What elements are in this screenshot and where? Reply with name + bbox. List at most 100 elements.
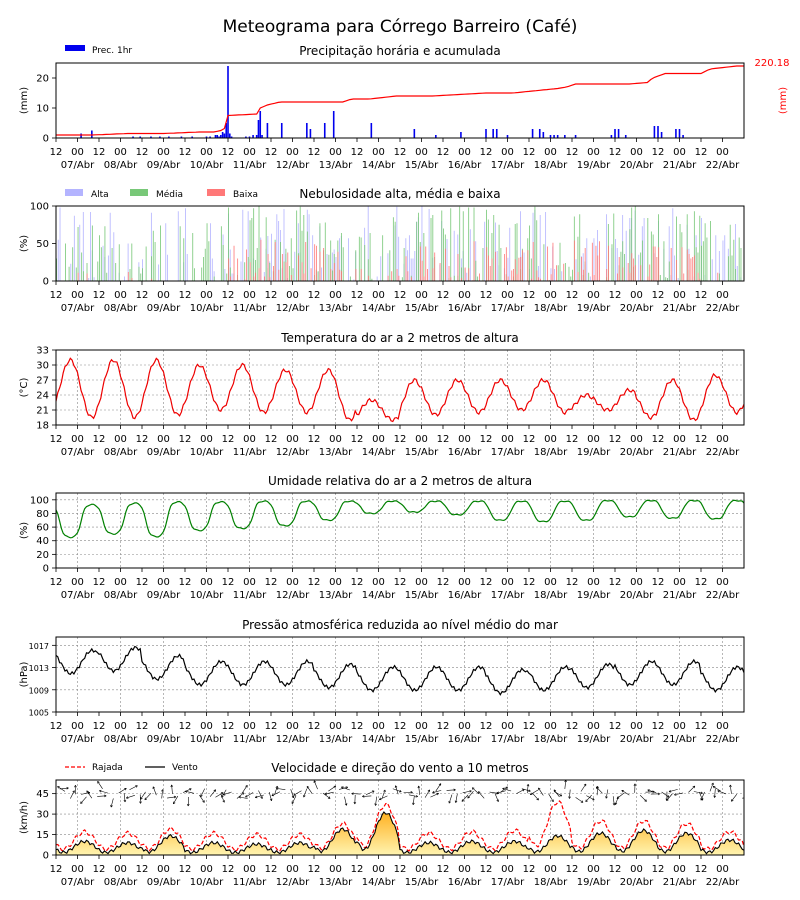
cloud-bar-baixa — [461, 278, 463, 281]
cloud-bar-media — [577, 236, 579, 281]
precip-bar — [617, 129, 620, 138]
cloud-bar-alta — [638, 254, 640, 281]
x-tick-label: 00 — [243, 721, 256, 732]
x-tick-label: 12 — [652, 721, 665, 732]
wind-direction-arrow — [167, 796, 177, 799]
day-label: 20/Abr — [620, 590, 654, 601]
cloud-bar-media — [699, 215, 701, 281]
cloud-bar-media — [306, 231, 308, 281]
cloud-bar-media — [382, 235, 384, 281]
cloud-bar-alta — [561, 271, 563, 281]
wind-direction-arrow — [714, 788, 716, 798]
day-label: 14/Abr — [362, 590, 396, 601]
x-tick-label: 12 — [308, 434, 321, 445]
wind-arrow-head — [327, 796, 331, 799]
x-tick-label: 00 — [630, 864, 643, 875]
x-tick-label: 00 — [716, 147, 729, 158]
wind-arrow-head — [173, 795, 177, 799]
cloud-bar-baixa — [690, 258, 692, 281]
precip-bar — [280, 123, 283, 138]
day-label: 10/Abr — [190, 877, 224, 888]
day-label: 12/Abr — [276, 160, 310, 171]
y-tick-label: 100 — [30, 495, 49, 506]
wind-arrow-head — [66, 786, 69, 790]
x-tick-label: 12 — [93, 147, 106, 158]
cloud-bar-media — [213, 276, 215, 281]
x-tick-label: 12 — [566, 147, 579, 158]
y-tick-label: 18 — [36, 421, 49, 432]
wind-direction-arrow — [586, 795, 595, 801]
cloud-bar-media — [500, 248, 502, 281]
wind-direction-arrow — [242, 785, 248, 793]
x-tick-label: 12 — [437, 434, 450, 445]
cloud-bar-baixa — [487, 255, 489, 281]
day-label: 09/Abr — [147, 590, 181, 601]
x-tick-label: 00 — [114, 147, 127, 158]
x-tick-label: 00 — [157, 434, 170, 445]
wind-direction-arrow — [717, 790, 727, 795]
cloud-bar-media — [299, 206, 301, 281]
cloud-bar-media — [360, 237, 362, 281]
pressure-line — [56, 645, 744, 696]
cloud-bar-media — [735, 269, 737, 281]
cloud-bar-alta — [124, 276, 125, 281]
day-label: 15/Abr — [405, 734, 439, 745]
precip-bar — [682, 135, 684, 138]
x-tick-label: 12 — [566, 290, 579, 301]
cloud-bar-baixa — [530, 278, 532, 281]
precip-bar — [309, 129, 312, 138]
cloud-bar-media — [659, 275, 661, 281]
x-tick-label: 12 — [308, 864, 321, 875]
wind-arrow-head — [410, 791, 413, 794]
x-tick-label: 12 — [222, 721, 235, 732]
day-label: 13/Abr — [319, 160, 353, 171]
cloud-bar-baixa — [432, 268, 434, 281]
cloud-bar-media — [570, 276, 572, 281]
precip-bar — [624, 135, 627, 138]
x-tick-label: 00 — [544, 290, 557, 301]
wind-direction-arrow — [472, 787, 480, 794]
cloud-bar-media — [249, 220, 251, 281]
wind-arrow-head — [592, 797, 595, 801]
legend-swatch-baixa — [207, 189, 225, 196]
wind-direction-arrow — [688, 785, 696, 793]
cloud-bar-baixa — [514, 259, 516, 281]
panel-frame — [55, 492, 745, 569]
cloud-bar-media — [194, 268, 195, 281]
legend-label-baixa: Baixa — [233, 190, 258, 200]
cloud-bar-alta — [428, 209, 430, 281]
cloud-bar-alta — [453, 230, 455, 281]
cloud-bar-media — [290, 238, 292, 281]
cloud-bar-media — [154, 242, 156, 281]
wind-direction-arrow — [605, 789, 609, 799]
wind-direction-arrow — [209, 789, 216, 797]
precip-bar — [413, 129, 416, 138]
x-tick-label: 00 — [372, 721, 385, 732]
x-tick-label: 12 — [50, 434, 63, 445]
cloud-bar-alta — [353, 279, 355, 281]
precip-bar — [435, 135, 437, 138]
precip-bar — [660, 132, 663, 138]
cloud-bar-alta — [593, 238, 595, 281]
wind-arrow-head — [351, 792, 354, 796]
cloud-bar-media — [355, 250, 357, 281]
wind-direction-arrow — [553, 791, 563, 797]
cloud-bar-media — [340, 233, 342, 281]
wind-arrow-head — [526, 784, 530, 787]
x-tick-label: 12 — [351, 290, 364, 301]
x-tick-label: 12 — [222, 864, 235, 875]
cloud-bar-media — [256, 248, 258, 281]
y-tick-label: 20 — [36, 74, 49, 85]
cloud-bar-baixa — [341, 271, 342, 281]
wind-direction-arrow — [129, 785, 138, 791]
cloud-bar-baixa — [444, 248, 446, 281]
cloud-bar-media — [622, 241, 624, 281]
wind-arrow-head — [700, 791, 703, 795]
cloud-bar-alta — [113, 232, 115, 281]
cloud-bar-alta — [224, 269, 226, 281]
wind-arrow-head — [189, 788, 192, 791]
cloud-bar-media — [280, 242, 281, 281]
y-axis-label: (km/h) — [19, 801, 30, 834]
cloud-bar-media — [491, 233, 493, 281]
